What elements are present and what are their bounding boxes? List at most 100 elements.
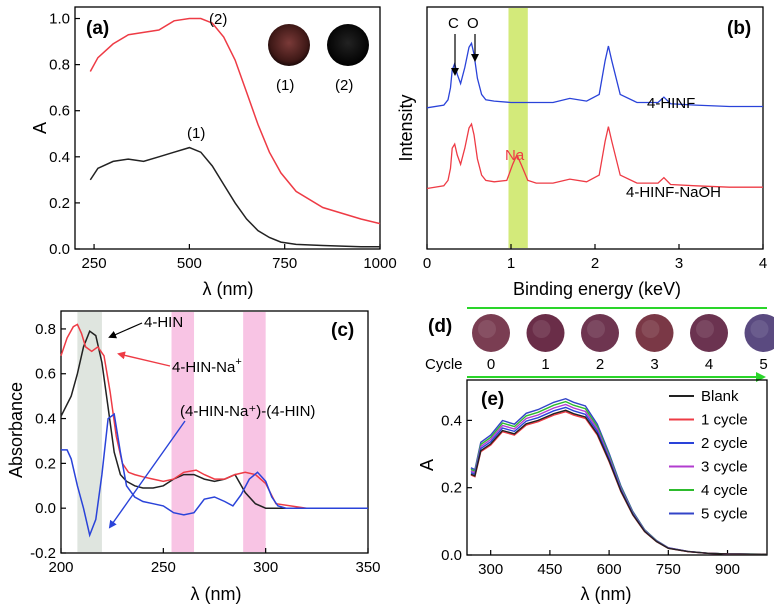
panel-c-bands (77, 312, 266, 552)
panel-c-y-ticks: -0.2 0.0 0.2 0.4 0.6 0.8 (30, 321, 66, 562)
label-4-hin-na: 4-HIN-Na+ (172, 356, 242, 376)
series-4-hinf-label: 4-HINF (647, 95, 695, 112)
dish-1-label: (1) (276, 77, 294, 94)
panel-c-frame (60, 310, 369, 554)
arrow-4-hin (108, 322, 143, 339)
panel-e-ytick-label: 0.0 (441, 547, 462, 564)
panel-e-ytick-label: 0.2 (441, 480, 462, 497)
panel-c-series-line-1 (60, 330, 368, 509)
panel-c-ytick-label: 0.0 (35, 500, 56, 517)
cycle-dish-highlight-4 (696, 320, 714, 338)
panel-c-series-line-2 (60, 323, 368, 509)
panel-c-band-1 (77, 312, 102, 552)
panel-c-xtick-label: 300 (253, 559, 278, 576)
arrow-difference (108, 420, 186, 529)
panel-e-label: (e) (481, 389, 504, 410)
panel-a-label: (a) (86, 18, 109, 39)
panel-e-legend: Blank 1 cycle 2 cycle 3 cycle 4 cycle 5 cycle (669, 388, 748, 523)
panel-c-xtick-label: 350 (355, 559, 380, 576)
legend-label-6: 5 cycle (701, 506, 748, 523)
panel-a: 0.0 0.2 0.4 0.6 0.8 1.0 250 500 750 1000 (a) (2)… (30, 6, 397, 299)
legend-label-1: Blank (701, 388, 739, 405)
cycle-dish-highlight-2 (587, 320, 605, 338)
peak-o-label: O (467, 15, 479, 32)
panel-c-series (60, 323, 368, 538)
panel-b-xtick-label: 3 (675, 255, 683, 272)
panel-b-xlabel: Binding energy (keV) (513, 279, 681, 299)
panel-e-xtick-label: 900 (715, 561, 740, 578)
panel-c-ylabel: Absorbance (6, 382, 26, 478)
cycle-number-label: 3 (650, 356, 658, 373)
panel-b-series (426, 41, 763, 190)
panel-a-ytick-label: 0.0 (49, 241, 70, 258)
panel-b-xtick-label: 2 (591, 255, 599, 272)
cycle-dish-highlight-5 (750, 320, 769, 338)
legend-label-4: 3 cycle (701, 459, 748, 476)
panel-a-xtick-label: 750 (272, 255, 297, 272)
panel-b: 0 1 2 3 4 (b) C O Na 4-HINF 4-HINF-NaOH Inte… (396, 6, 767, 299)
panel-a-ytick-label: 1.0 (49, 11, 70, 28)
panel-a-frame (74, 6, 381, 250)
arrow-4-hin-na (117, 351, 171, 367)
panel-c-ytick-label: 0.6 (35, 366, 56, 383)
sample-dish-2 (327, 24, 369, 66)
panel-e-xlabel: λ (nm) (581, 584, 632, 604)
cycle-dish-highlight-3 (641, 320, 660, 338)
panel-b-frame (426, 6, 764, 250)
panel-d: (d) Cycle 0 1 2 3 4 5 (425, 307, 774, 382)
panel-a-ytick-label: 0.8 (49, 57, 70, 74)
panel-e-y-ticks: 0.0 0.2 0.4 (441, 412, 472, 564)
peak-na-label: Na (505, 147, 525, 164)
panel-e-xtick-label: 450 (537, 561, 562, 578)
panel-e-xtick-label: 600 (597, 561, 622, 578)
panel-e-xtick-label: 750 (656, 561, 681, 578)
legend-label-5: 4 cycle (701, 482, 748, 499)
legend-label-2: 1 cycle (701, 412, 748, 429)
panel-e-frame (466, 379, 768, 556)
panel-c: -0.2 0.0 0.2 0.4 0.6 0.8 200 250 300 350 (c) 4-H… (6, 310, 381, 604)
panel-a-ylabel: A (30, 122, 50, 134)
panel-b-ylabel: Intensity (396, 94, 416, 161)
panel-c-ytick-label: 0.8 (35, 321, 56, 338)
cycle-number-label: 1 (541, 356, 549, 373)
panel-c-series-line-3 (61, 412, 368, 538)
panel-c-band-3 (243, 312, 266, 552)
panel-c-band-2 (171, 312, 195, 552)
panel-a-series-line-1 (89, 146, 380, 248)
cycle-number-label: 5 (759, 356, 767, 373)
panel-c-ytick-label: 0.2 (35, 455, 56, 472)
sample-dish-1 (268, 24, 310, 66)
panel-e-x-ticks: 300 450 600 750 900 (478, 550, 740, 578)
cycle-dishes: 0 1 2 3 4 5 (472, 314, 774, 373)
panel-c-x-ticks: 200 250 300 350 (48, 548, 381, 576)
panel-e-ytick-label: 0.4 (441, 412, 462, 429)
cycle-dish-2 (581, 314, 619, 352)
panel-b-label: (b) (727, 18, 751, 39)
panel-a-ytick-label: 0.4 (49, 149, 70, 166)
panel-a-y-ticks: 0.0 0.2 0.4 0.6 0.8 1.0 (49, 11, 80, 258)
panel-b-xtick-label: 0 (423, 255, 431, 272)
panel-c-ytick-label: -0.2 (30, 545, 56, 562)
cycle-dish-4 (690, 314, 728, 352)
cycle-number-label: 4 (705, 356, 713, 373)
panel-a-xlabel: λ (nm) (203, 279, 254, 299)
na-highlight-band (508, 8, 528, 248)
panel-c-xtick-label: 200 (48, 559, 73, 576)
cycle-dish-0 (472, 314, 510, 352)
panel-a-xtick-label: 1000 (363, 255, 396, 272)
cycle-dish-highlight-0 (478, 320, 496, 338)
panel-c-xtick-label: 250 (151, 559, 176, 576)
panel-c-label: (c) (331, 320, 354, 341)
series-4-hinf-naoh-label: 4-HINF-NaOH (626, 184, 721, 201)
panel-a-x-ticks: 250 500 750 1000 (82, 244, 397, 272)
panel-a-ytick-label: 0.2 (49, 195, 70, 212)
cycle-number-label: 2 (596, 356, 604, 373)
panel-d-label: (d) (428, 316, 452, 337)
panel-b-series-line-2 (426, 122, 763, 190)
panel-a-ytick-label: 0.6 (49, 103, 70, 120)
cycle-dish-1 (526, 314, 565, 352)
legend-label-3: 2 cycle (701, 435, 748, 452)
curve-1-label: (1) (187, 125, 205, 142)
curve-2-label: (2) (209, 11, 227, 28)
dish-2-label: (2) (335, 77, 353, 94)
